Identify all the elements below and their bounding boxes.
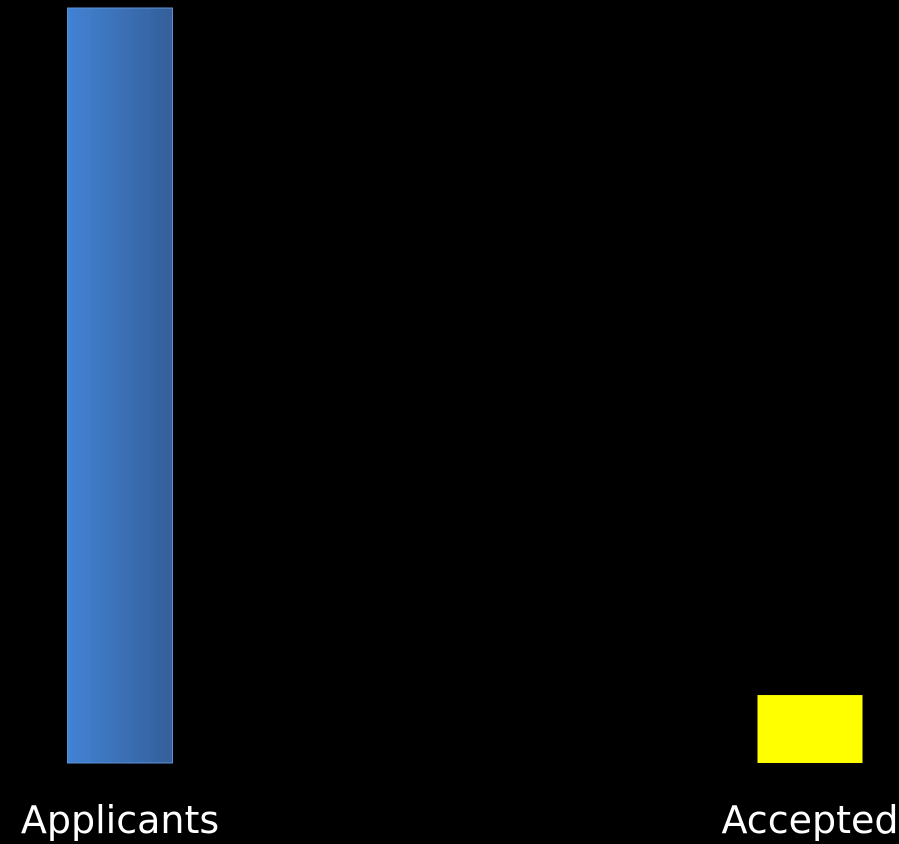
category-label-applicants: Applicants — [21, 798, 219, 842]
bar-applicants — [67, 7, 173, 764]
category-labels-group: Applicants Accepted — [21, 798, 899, 842]
bar-accepted — [757, 695, 863, 763]
bars-group — [67, 7, 863, 764]
category-label-accepted: Accepted — [721, 798, 898, 842]
